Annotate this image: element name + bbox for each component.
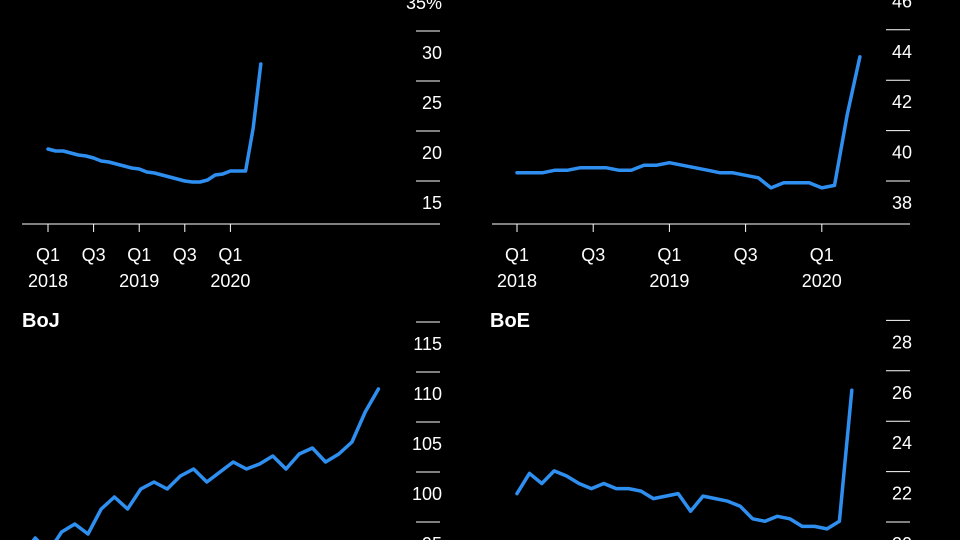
x-tick-label: Q3: [734, 245, 758, 265]
y-tick-label: 40: [892, 143, 912, 163]
y-tick-label: 105: [412, 434, 442, 454]
y-tick-label: 46: [892, 0, 912, 11]
series-line: [515, 55, 862, 190]
x-tick-year-label: 2018: [28, 271, 68, 291]
y-tick-label: 44: [892, 42, 912, 62]
y-tick-label: 28: [892, 332, 912, 352]
series-line: [31, 387, 381, 540]
chart-title: BoJ: [22, 310, 60, 332]
y-tick-label: 38: [892, 193, 912, 213]
x-tick-year-label: 2019: [649, 271, 689, 291]
series-line: [46, 62, 263, 184]
y-tick-label: 30: [422, 43, 442, 63]
y-tick-label: 15: [422, 193, 442, 213]
x-tick-label: Q3: [82, 245, 106, 265]
y-tick-label: 20: [422, 143, 442, 163]
chart-title: BoE: [490, 310, 530, 332]
chart-panel-1: 15 20 25 30 35% Q1 2018 Q3 Q1 2019 Q3 Q1 2020: [22, 0, 442, 291]
chart-panel-2: 38 40 42 44 46 Q1 2018 Q3 Q1 2019 Q3 Q1 2020: [492, 0, 912, 291]
y-tick-label: 95: [422, 534, 442, 540]
x-tick-year-label: 2019: [119, 271, 159, 291]
y-tick-label: 110: [413, 384, 442, 404]
chart-panel-3: BoJ 95 100 105 110 115: [22, 310, 442, 540]
x-tick-label: Q1: [657, 245, 681, 265]
y-tick-label: 20: [892, 534, 912, 540]
x-tick-label: Q1: [36, 245, 60, 265]
y-tick-label: 42: [892, 92, 912, 112]
x-tick-label: Q1: [810, 245, 834, 265]
x-tick-label: Q1: [505, 245, 529, 265]
x-tick-year-label: 2020: [210, 271, 250, 291]
y-tick-label: 24: [892, 433, 912, 453]
y-tick-label: 100: [412, 484, 442, 504]
y-tick-label: 25: [422, 93, 442, 113]
y-tick-label: 22: [892, 484, 912, 504]
y-tick-label: 115: [413, 334, 442, 354]
chart-panel-4: BoE 20 22 24 26 28: [490, 310, 912, 540]
series-line: [515, 388, 854, 531]
x-tick-label: Q1: [127, 245, 151, 265]
x-tick-label: Q3: [581, 245, 605, 265]
y-tick-label: 35%: [406, 0, 442, 13]
x-tick-year-label: 2018: [497, 271, 537, 291]
y-tick-label: 26: [892, 383, 912, 403]
x-tick-label: Q3: [173, 245, 197, 265]
x-tick-label: Q1: [218, 245, 242, 265]
x-tick-year-label: 2020: [802, 271, 842, 291]
